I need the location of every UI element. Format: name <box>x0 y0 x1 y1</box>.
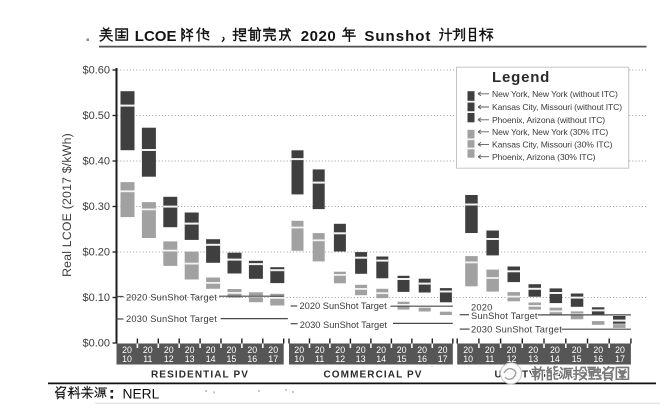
svg-text:14: 14 <box>206 354 216 364</box>
svg-text:Phoenix, Arizona (30% ITC): Phoenix, Arizona (30% ITC) <box>492 152 596 162</box>
svg-text:$0.30: $0.30 <box>82 201 110 213</box>
svg-text:20: 20 <box>463 345 473 355</box>
svg-text:20: 20 <box>528 345 538 355</box>
svg-text:RESIDENTIAL PV: RESIDENTIAL PV <box>151 370 249 381</box>
svg-text:10: 10 <box>463 354 473 364</box>
svg-text:13: 13 <box>185 354 195 364</box>
svg-text:15: 15 <box>572 354 582 364</box>
svg-text:17: 17 <box>438 354 448 364</box>
svg-text:2030 SunShot Target: 2030 SunShot Target <box>126 314 217 324</box>
svg-text:20: 20 <box>356 345 366 355</box>
svg-text:2020: 2020 <box>301 28 336 45</box>
svg-text:20: 20 <box>397 345 407 355</box>
svg-text:16: 16 <box>593 354 603 364</box>
svg-text:13: 13 <box>356 354 366 364</box>
svg-text:New York, New York (without IT: New York, New York (without ITC) <box>492 89 618 99</box>
svg-text:20: 20 <box>550 345 560 355</box>
svg-text:20: 20 <box>335 345 345 355</box>
svg-text:20: 20 <box>247 345 257 355</box>
svg-text:Phoenix, Arizona (without ITC): Phoenix, Arizona (without ITC) <box>492 115 605 125</box>
svg-text:12: 12 <box>164 354 174 364</box>
svg-text:2020: 2020 <box>471 303 492 313</box>
svg-text:20: 20 <box>122 345 132 355</box>
svg-text:20: 20 <box>485 345 495 355</box>
svg-text:SunShot Target: SunShot Target <box>471 311 538 321</box>
svg-text:15: 15 <box>397 354 407 364</box>
svg-text:20: 20 <box>315 345 325 355</box>
svg-text:14: 14 <box>550 354 560 364</box>
svg-text:2030 SunShot Target: 2030 SunShot Target <box>471 324 562 334</box>
svg-text:Kansas City, Missouri (without: Kansas City, Missouri (without ITC) <box>492 102 622 112</box>
svg-text:10: 10 <box>294 354 304 364</box>
svg-text:2020 SunShot Target: 2020 SunShot Target <box>300 301 388 311</box>
svg-text:17: 17 <box>615 354 625 364</box>
svg-text:2030 SunShot Target: 2030 SunShot Target <box>300 320 388 330</box>
svg-text:20: 20 <box>507 345 517 355</box>
svg-text:20: 20 <box>593 345 603 355</box>
svg-text:NERL: NERL <box>123 386 160 401</box>
svg-text:11: 11 <box>485 354 494 364</box>
svg-text:Kansas City, Missouri (30% ITC: Kansas City, Missouri (30% ITC) <box>492 140 613 150</box>
svg-text:20: 20 <box>206 345 216 355</box>
svg-text:Real LCOE (2017 $/kWh): Real LCOE (2017 $/kWh) <box>60 133 74 277</box>
svg-text:16: 16 <box>417 354 427 364</box>
svg-text:Sunshot: Sunshot <box>364 28 431 45</box>
svg-text:10: 10 <box>122 354 132 364</box>
svg-text:20: 20 <box>376 345 386 355</box>
svg-text:20: 20 <box>164 345 174 355</box>
svg-text:$0.50: $0.50 <box>82 110 110 122</box>
svg-text:$0.20: $0.20 <box>82 247 110 259</box>
svg-text:$0.40: $0.40 <box>82 156 110 168</box>
svg-text:20: 20 <box>417 345 427 355</box>
svg-text:12: 12 <box>335 354 345 364</box>
svg-text:Legend: Legend <box>492 69 550 86</box>
svg-text:15: 15 <box>227 354 237 364</box>
svg-text:11: 11 <box>315 354 324 364</box>
svg-text:20: 20 <box>294 345 304 355</box>
svg-text:14: 14 <box>376 354 386 364</box>
svg-text:20: 20 <box>615 345 625 355</box>
svg-text:$0.10: $0.10 <box>82 292 110 304</box>
svg-text:13: 13 <box>528 354 538 364</box>
svg-text:COMMERCIAL PV: COMMERCIAL PV <box>323 370 422 381</box>
svg-text:$0.00: $0.00 <box>82 338 110 350</box>
svg-text:LCOE: LCOE <box>135 28 177 45</box>
svg-text:16: 16 <box>247 354 257 364</box>
svg-text:20: 20 <box>268 345 278 355</box>
svg-text:$0.60: $0.60 <box>82 65 110 77</box>
svg-text:20: 20 <box>438 345 448 355</box>
svg-text:12: 12 <box>507 354 517 364</box>
svg-text:20: 20 <box>227 345 237 355</box>
svg-text:20: 20 <box>572 345 582 355</box>
svg-text:11: 11 <box>143 354 152 364</box>
svg-text:17: 17 <box>268 354 278 364</box>
svg-text:New York, New York (30% ITC): New York, New York (30% ITC) <box>492 127 608 137</box>
svg-text:20: 20 <box>185 345 195 355</box>
svg-text:2020 SunShot Target: 2020 SunShot Target <box>126 293 217 303</box>
svg-text:20: 20 <box>143 345 153 355</box>
